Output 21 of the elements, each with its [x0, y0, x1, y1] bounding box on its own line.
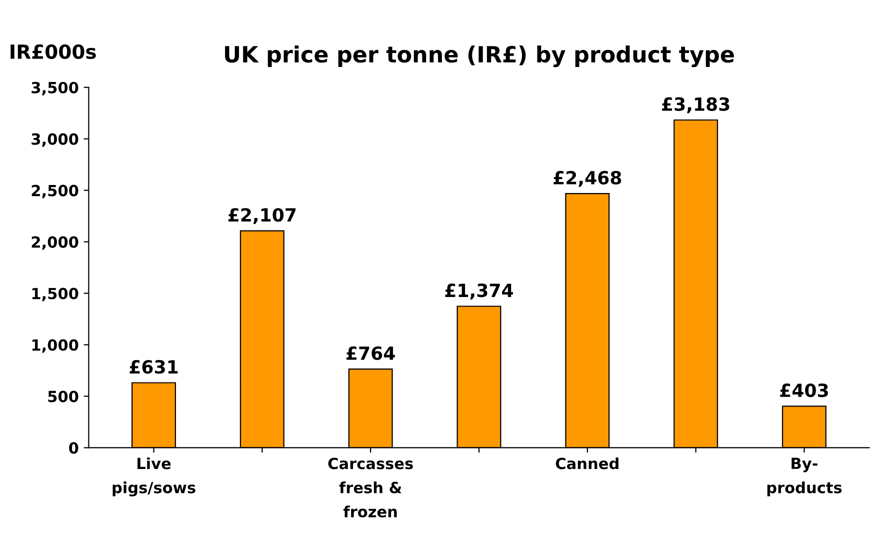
data-label: £2,107 [228, 208, 296, 224]
y-tick-label: 1,500 [32, 288, 78, 302]
x-tick-label: Carcasses fresh & frozen [328, 458, 413, 518]
data-label: £631 [130, 360, 178, 374]
chart-title: UK price per tonne (IR£) by product type [225, 45, 734, 68]
y-tick-label: 3,500 [32, 82, 78, 96]
y-tick-label: 500 [48, 390, 78, 402]
y-axis-title: IR£000s [10, 44, 96, 60]
data-label: £1,374 [445, 284, 513, 300]
data-label: £403 [780, 384, 828, 398]
data-label: £2,468 [554, 170, 622, 187]
data-label: £764 [346, 346, 395, 360]
x-tick-label: Live pigs/sows [112, 457, 196, 496]
data-label: £3,183 [662, 97, 730, 114]
x-tick-label: By- products [767, 458, 842, 496]
y-tick-label: 3,000 [32, 133, 78, 147]
y-tick-label: 1,000 [32, 339, 78, 353]
y-tick-label: 2,000 [32, 236, 78, 250]
y-tick-label: 0 [69, 442, 78, 454]
y-tick-label: 2,500 [32, 184, 78, 198]
x-tick-label: Canned [556, 457, 618, 470]
